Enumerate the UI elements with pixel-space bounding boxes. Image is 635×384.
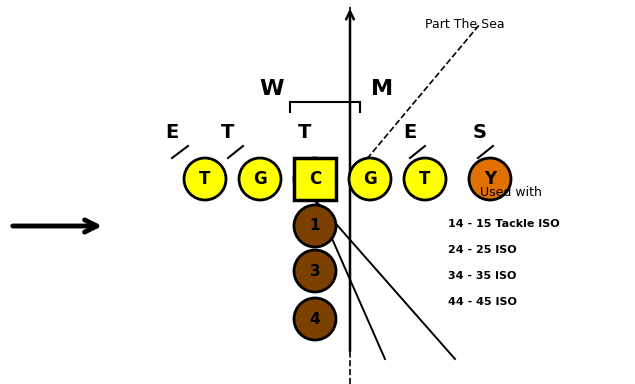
Text: S: S [473,122,487,141]
Circle shape [469,158,511,200]
Text: E: E [403,122,417,141]
Circle shape [349,158,391,200]
Text: G: G [363,170,377,188]
Text: 24 - 25 ISO: 24 - 25 ISO [448,245,517,255]
Text: T: T [222,122,235,141]
Circle shape [239,158,281,200]
Text: M: M [371,79,393,99]
Text: E: E [165,122,178,141]
Text: 34 - 35 ISO: 34 - 35 ISO [448,271,516,281]
Text: 44 - 45 ISO: 44 - 45 ISO [448,297,517,307]
Text: 14 - 15 Tackle ISO: 14 - 15 Tackle ISO [448,219,559,229]
Circle shape [294,205,336,247]
Bar [294,158,336,200]
Text: T: T [298,122,312,141]
Text: Used with: Used with [480,185,542,199]
Text: Y: Y [484,170,496,188]
Text: W: W [260,79,284,99]
Circle shape [294,158,336,200]
Text: T: T [419,170,431,188]
Text: G: G [253,170,267,188]
Circle shape [294,298,336,340]
Circle shape [404,158,446,200]
Text: 4: 4 [310,311,320,326]
Text: 1: 1 [310,218,320,233]
Text: C: C [309,170,321,188]
Circle shape [294,250,336,292]
Text: Part The Sea: Part The Sea [425,18,505,30]
Circle shape [184,158,226,200]
Text: 3: 3 [310,263,320,278]
Text: T: T [199,170,211,188]
